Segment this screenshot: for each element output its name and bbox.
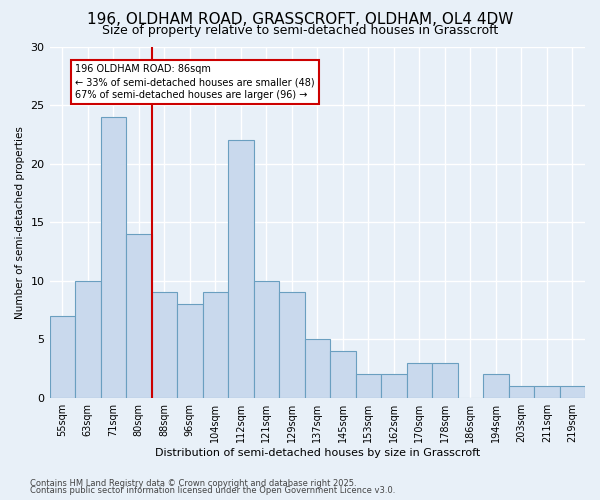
Bar (177, 304, 203, 398)
Bar (126, 234, 152, 398)
Bar (279, 292, 305, 398)
Text: Contains HM Land Registry data © Crown copyright and database right 2025.: Contains HM Land Registry data © Crown c… (30, 478, 356, 488)
Bar (50, 316, 75, 398)
X-axis label: Distribution of semi-detached houses by size in Grasscroft: Distribution of semi-detached houses by … (155, 448, 480, 458)
Bar (356, 374, 381, 398)
Bar (560, 386, 585, 398)
Bar (509, 386, 534, 398)
Text: Size of property relative to semi-detached houses in Grasscroft: Size of property relative to semi-detach… (102, 24, 498, 37)
Bar (75, 280, 101, 398)
Bar (254, 280, 279, 398)
Bar (432, 362, 458, 398)
Bar (305, 340, 330, 398)
Text: 196, OLDHAM ROAD, GRASSCROFT, OLDHAM, OL4 4DW: 196, OLDHAM ROAD, GRASSCROFT, OLDHAM, OL… (87, 12, 513, 28)
Bar (152, 292, 177, 398)
Bar (330, 351, 356, 398)
Bar (534, 386, 560, 398)
Bar (407, 362, 432, 398)
Bar (381, 374, 407, 398)
Bar (101, 117, 126, 398)
Text: Contains public sector information licensed under the Open Government Licence v3: Contains public sector information licen… (30, 486, 395, 495)
Y-axis label: Number of semi-detached properties: Number of semi-detached properties (15, 126, 25, 318)
Bar (203, 292, 228, 398)
Text: 196 OLDHAM ROAD: 86sqm
← 33% of semi-detached houses are smaller (48)
67% of sem: 196 OLDHAM ROAD: 86sqm ← 33% of semi-det… (75, 64, 314, 100)
Bar (483, 374, 509, 398)
Bar (228, 140, 254, 398)
